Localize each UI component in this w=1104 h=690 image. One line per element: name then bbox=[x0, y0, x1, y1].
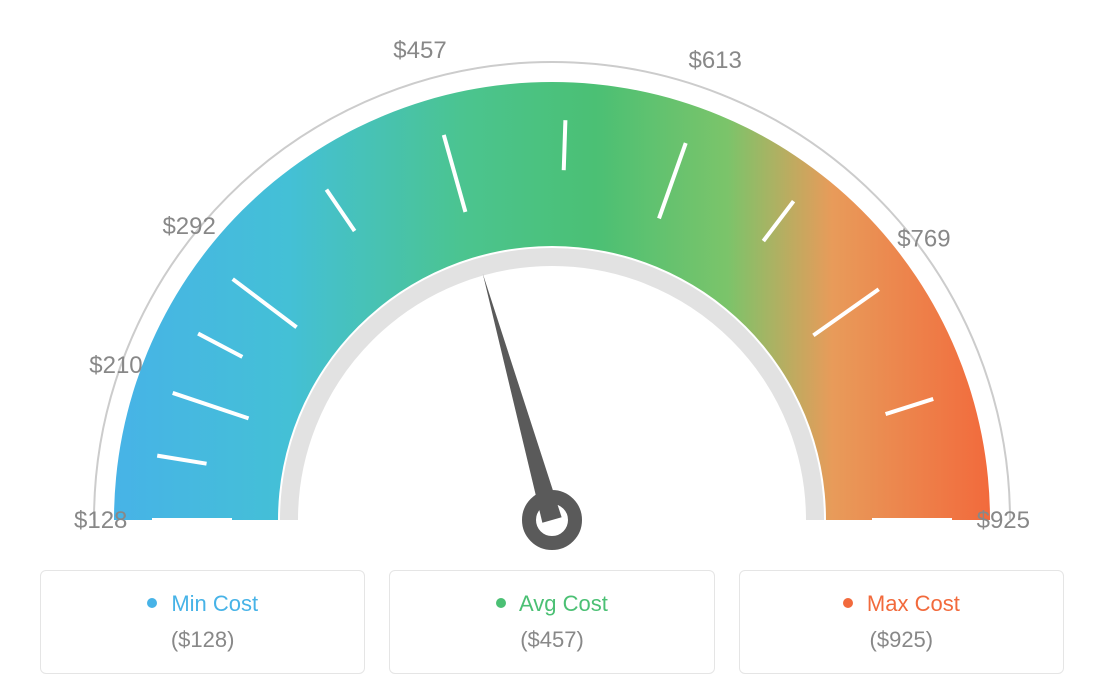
legend-row: Min Cost ($128) Avg Cost ($457) Max Cost… bbox=[0, 570, 1104, 674]
gauge-arc bbox=[114, 82, 990, 520]
legend-min-value: ($128) bbox=[51, 627, 354, 653]
legend-max-label: Max Cost bbox=[867, 591, 960, 616]
gauge-tick-label: $210 bbox=[89, 352, 142, 379]
gauge-tick-label: $925 bbox=[977, 507, 1030, 534]
legend-max-title: Max Cost bbox=[750, 591, 1053, 617]
dot-icon bbox=[147, 598, 157, 608]
legend-card-avg: Avg Cost ($457) bbox=[389, 570, 714, 674]
gauge-chart: $128 $210 $292 $457 $613 $769 $925 bbox=[0, 0, 1104, 560]
gauge-svg: $128 $210 $292 $457 $613 $769 $925 bbox=[0, 0, 1104, 560]
gauge-tick-label: $457 bbox=[393, 37, 446, 64]
gauge-needle bbox=[483, 274, 562, 523]
legend-avg-value: ($457) bbox=[400, 627, 703, 653]
legend-card-min: Min Cost ($128) bbox=[40, 570, 365, 674]
dot-icon bbox=[843, 598, 853, 608]
legend-card-max: Max Cost ($925) bbox=[739, 570, 1064, 674]
legend-avg-label: Avg Cost bbox=[519, 591, 608, 616]
gauge-tick-label: $769 bbox=[897, 225, 950, 252]
gauge-tick-label: $128 bbox=[74, 507, 127, 534]
legend-max-value: ($925) bbox=[750, 627, 1053, 653]
gauge-tick-label: $613 bbox=[688, 47, 741, 74]
gauge-tick-label: $292 bbox=[162, 213, 215, 240]
legend-avg-title: Avg Cost bbox=[400, 591, 703, 617]
legend-min-title: Min Cost bbox=[51, 591, 354, 617]
legend-min-label: Min Cost bbox=[171, 591, 258, 616]
gauge-tick-minor bbox=[564, 120, 566, 170]
dot-icon bbox=[496, 598, 506, 608]
